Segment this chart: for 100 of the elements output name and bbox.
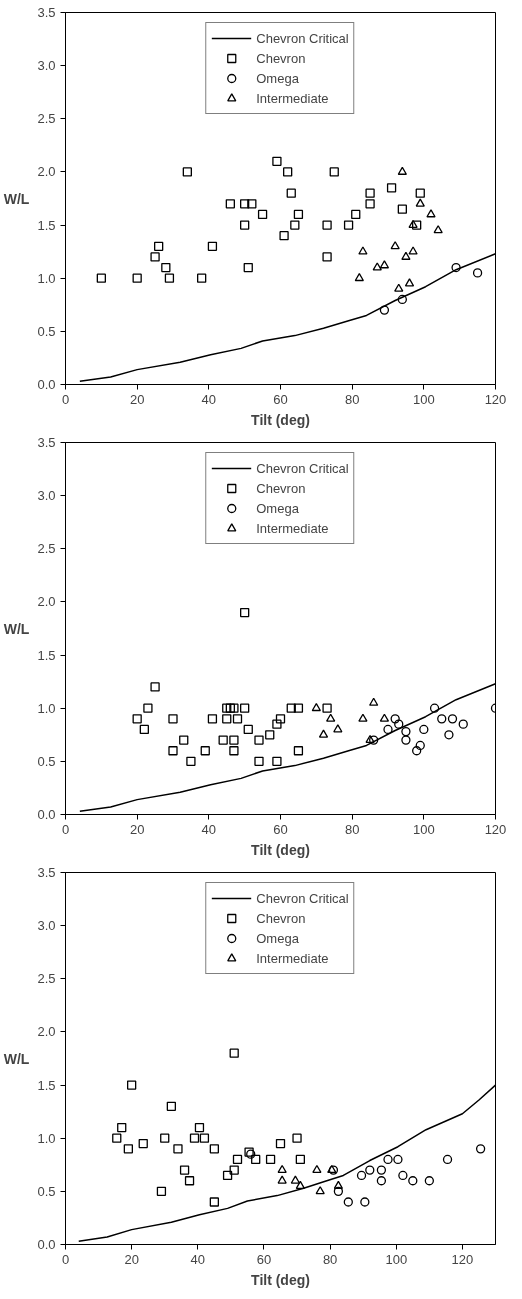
point [123, 1144, 133, 1154]
point [240, 199, 250, 209]
x-tick-label: 20 [124, 1251, 139, 1267]
x-tick-label: 20 [129, 821, 145, 837]
legend-label: Chevron Critical [256, 889, 349, 908]
point [322, 703, 332, 713]
x-axis-title: Tilt (deg) [251, 411, 310, 428]
y-tick-label: 2.5 [37, 971, 56, 987]
point [397, 294, 407, 305]
point [437, 714, 447, 724]
point [290, 1175, 301, 1184]
point [117, 1122, 127, 1133]
x-tick-label: 0 [61, 391, 70, 407]
point [318, 729, 329, 738]
y-tick-label: 1.5 [37, 647, 56, 663]
point [277, 1175, 287, 1184]
point [156, 1186, 167, 1197]
point [168, 746, 178, 756]
point [275, 714, 286, 724]
point [369, 735, 379, 745]
y-tick-label: 0.0 [37, 377, 56, 392]
point [150, 682, 160, 692]
point [138, 1138, 148, 1149]
point [286, 703, 296, 713]
y-axis-title: W/L [3, 190, 30, 207]
point [415, 188, 425, 198]
point [360, 1197, 370, 1207]
point [293, 703, 304, 713]
point [229, 1048, 239, 1058]
point [222, 1170, 233, 1181]
point [209, 1197, 219, 1207]
point [444, 730, 454, 740]
y-axis-title: W/L [3, 1050, 30, 1067]
point [408, 219, 418, 229]
point [127, 1080, 137, 1090]
point [333, 724, 343, 733]
point [207, 241, 218, 251]
point [386, 183, 397, 193]
point [333, 1180, 344, 1189]
point [272, 756, 282, 767]
point [160, 1133, 170, 1143]
y-tick-label: 3.5 [37, 865, 56, 880]
legend-label: Chevron [256, 909, 306, 928]
y-tick-label: 0.5 [37, 753, 56, 769]
point [240, 220, 250, 230]
point [209, 1144, 219, 1154]
point [343, 220, 354, 230]
point [322, 252, 332, 262]
point [229, 1165, 239, 1175]
point [390, 714, 400, 724]
x-tick-label: 80 [322, 1251, 338, 1267]
point [365, 188, 375, 198]
point [194, 1122, 205, 1133]
point [232, 714, 243, 724]
point [401, 726, 411, 737]
point [329, 167, 339, 177]
point [295, 1154, 305, 1165]
point [312, 1164, 322, 1174]
legend-label: Omega [256, 69, 299, 88]
y-tick-label: 1.0 [37, 270, 56, 286]
x-tick-label: 40 [190, 1251, 206, 1267]
x-tick-label: 0 [61, 821, 70, 837]
point [424, 1176, 434, 1186]
point [254, 735, 264, 745]
point [383, 1154, 393, 1165]
y-axis-title: W/L [3, 620, 30, 637]
point [398, 1170, 408, 1181]
point [397, 166, 407, 175]
point [143, 703, 153, 713]
point [139, 724, 149, 735]
point [408, 246, 418, 255]
legend-label: Chevron Critical [256, 29, 349, 48]
point [293, 746, 304, 756]
point [240, 607, 250, 618]
point [232, 1154, 243, 1165]
point [275, 1138, 286, 1149]
legend-label: Chevron [256, 49, 306, 68]
point [243, 262, 253, 273]
y-tick-label: 3.0 [37, 488, 56, 504]
point [475, 1144, 486, 1154]
point [179, 1165, 190, 1175]
point [401, 251, 411, 260]
point [419, 724, 429, 735]
point [401, 735, 411, 745]
legend-label: Chevron [256, 479, 306, 498]
legend-label: Intermediate [256, 949, 329, 968]
point [472, 268, 483, 278]
point [365, 734, 375, 744]
legend-label: Chevron Critical [256, 459, 349, 478]
x-tick-label: 120 [451, 1251, 474, 1267]
point [333, 1186, 344, 1196]
point [229, 746, 239, 756]
point [199, 1133, 210, 1143]
y-tick-label: 3.5 [37, 5, 56, 20]
point [254, 756, 264, 767]
point [218, 735, 228, 745]
point [154, 241, 164, 251]
point [379, 305, 390, 315]
point [292, 1133, 302, 1143]
point [369, 697, 379, 706]
